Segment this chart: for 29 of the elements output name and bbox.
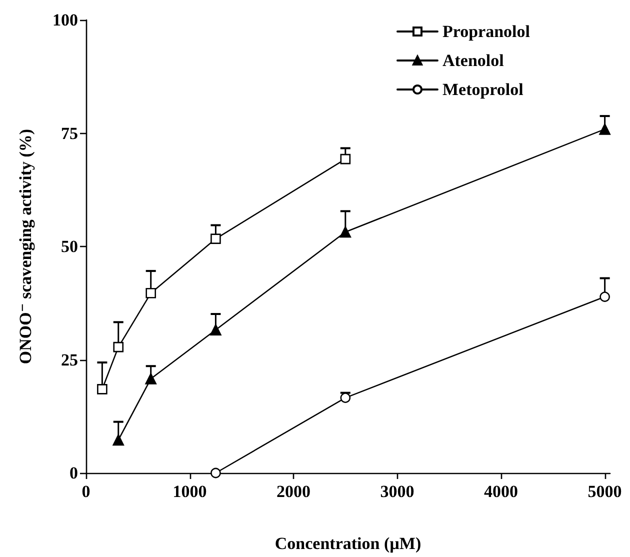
point bbox=[113, 342, 124, 352]
point bbox=[97, 384, 108, 394]
x-tick-label: 1000 bbox=[172, 482, 207, 501]
point bbox=[340, 226, 352, 238]
point bbox=[599, 124, 610, 135]
x-axis-title: Concentration (µM) bbox=[274, 534, 422, 553]
legend-label: Atenolol bbox=[442, 51, 504, 70]
x-tick-label: 5000 bbox=[588, 482, 622, 501]
legend-label: Metoprolol bbox=[442, 80, 524, 99]
point bbox=[146, 288, 156, 298]
point bbox=[340, 154, 351, 164]
y-tick-label: 100 bbox=[52, 10, 78, 30]
point bbox=[210, 324, 222, 336]
point bbox=[112, 434, 124, 446]
point bbox=[210, 468, 221, 478]
legend-label: Propranolol bbox=[442, 22, 530, 41]
y-tick-label: 25 bbox=[61, 350, 78, 370]
y-tick-label: 0 bbox=[70, 464, 78, 482]
x-tick-label: 0 bbox=[82, 482, 90, 501]
y-tick-label: 50 bbox=[61, 237, 78, 256]
x-tick-label: 2000 bbox=[276, 482, 311, 501]
x-tick-label: 4000 bbox=[484, 482, 518, 501]
y-axis-title: ONOO⁻ scavenging activity (%) bbox=[16, 128, 35, 364]
y-tick-label: 75 bbox=[61, 124, 78, 143]
point bbox=[340, 392, 351, 403]
point bbox=[145, 373, 156, 384]
point bbox=[600, 292, 610, 302]
x-tick-label: 3000 bbox=[380, 482, 414, 501]
point bbox=[210, 234, 221, 244]
